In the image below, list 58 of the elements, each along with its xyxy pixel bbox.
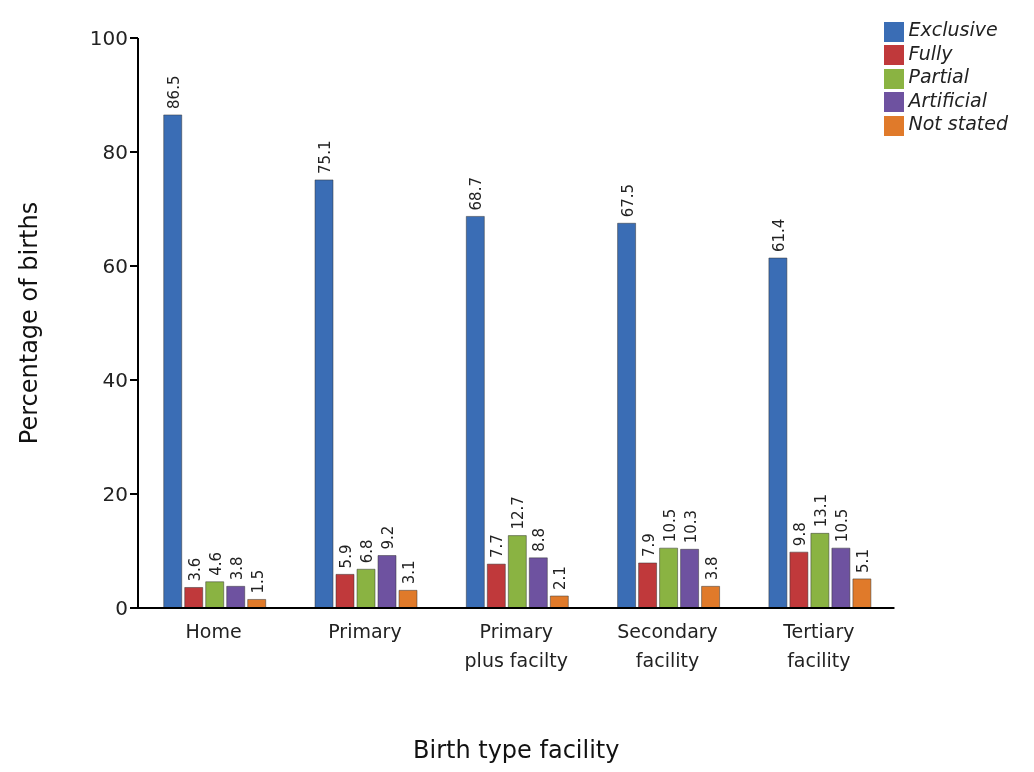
- bar: [508, 535, 527, 608]
- data-label: 61.4: [769, 218, 788, 253]
- bar: [487, 563, 506, 608]
- data-label: 13.1: [811, 493, 830, 528]
- legend-label: Fully: [908, 41, 953, 64]
- x-tick-label: Tertiary facility: [782, 620, 855, 671]
- data-label: 7.7: [488, 534, 507, 559]
- data-label: 7.9: [639, 533, 658, 557]
- x-tick-label: Primary plus facilty: [464, 620, 568, 671]
- data-label: 6.8: [358, 539, 377, 564]
- x-tick-label: Primary: [328, 620, 402, 642]
- bar: [529, 557, 548, 608]
- legend-label: Not stated: [908, 112, 1008, 134]
- bar: [466, 216, 485, 608]
- data-label: 5.1: [853, 549, 872, 573]
- bar: [638, 562, 657, 608]
- data-label: 3.6: [185, 557, 204, 582]
- data-label: 8.8: [530, 527, 549, 552]
- y-tick-label: 40: [102, 368, 128, 393]
- y-tick-label: 0: [115, 596, 128, 621]
- bar: [701, 586, 720, 608]
- bar: [680, 549, 699, 608]
- bar: [205, 581, 224, 608]
- data-label: 5.9: [337, 544, 356, 569]
- bar: [247, 599, 266, 608]
- data-label: 2.1: [551, 566, 570, 591]
- y-tick-label: 80: [102, 140, 128, 165]
- data-label: 12.7: [509, 496, 528, 530]
- data-label: 4.6: [206, 551, 225, 576]
- bar: [163, 114, 182, 608]
- bar: [617, 223, 636, 608]
- data-label: 3.1: [400, 560, 419, 585]
- data-label: 10.5: [832, 508, 851, 543]
- data-label: 3.8: [227, 556, 246, 581]
- data-label: 9.8: [790, 522, 809, 547]
- data-label: 3.8: [702, 556, 721, 581]
- bar: [659, 547, 678, 608]
- data-label: 75.1: [316, 140, 335, 174]
- bar: [550, 595, 569, 608]
- y-tick-label: 20: [102, 482, 128, 507]
- data-label: 86.5: [164, 75, 183, 109]
- x-axis-title: Birth type facility: [413, 736, 620, 764]
- data-label: 68.7: [467, 177, 486, 211]
- legend-label: Partial: [908, 65, 970, 87]
- data-label: 10.3: [681, 509, 700, 544]
- bar: [184, 587, 203, 608]
- x-tick-label: Secondary facility: [617, 620, 718, 671]
- x-tick-label: Home: [185, 620, 242, 642]
- data-label: 9.2: [379, 525, 398, 550]
- legend-label: Exclusive: [908, 18, 998, 40]
- legend-label: Artificial: [908, 88, 987, 111]
- y-tick-label: 100: [89, 26, 128, 51]
- data-label: 1.5: [248, 569, 267, 594]
- y-axis-title: Percentage of births: [14, 201, 43, 445]
- bar: [226, 586, 245, 608]
- data-label: 10.5: [660, 508, 679, 543]
- y-tick-label: 60: [102, 254, 128, 279]
- data-label: 67.5: [618, 183, 637, 218]
